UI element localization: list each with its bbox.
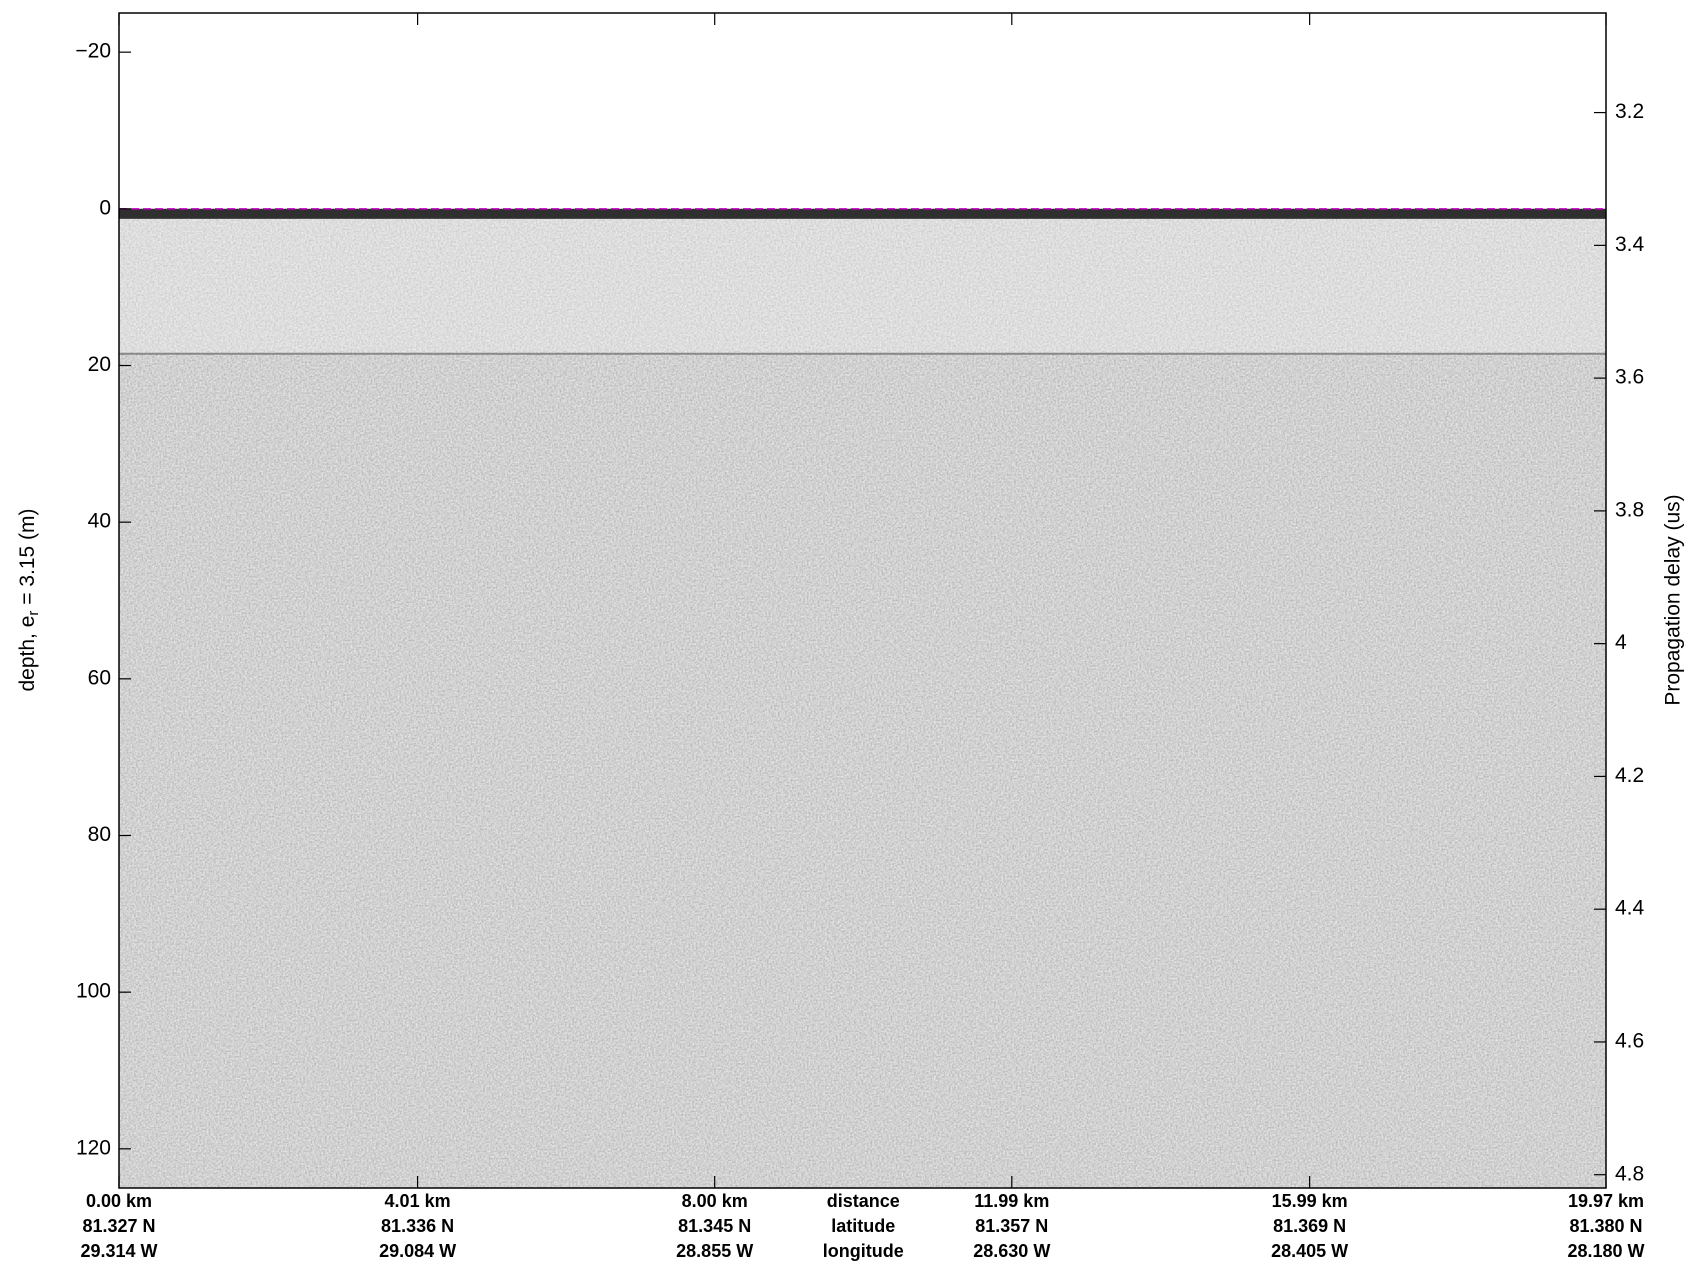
x-tick-latitude: 81.327 N [82, 1216, 155, 1236]
y-tick-label: 120 [76, 1136, 111, 1159]
y2-tick-label: 4.6 [1615, 1030, 1644, 1053]
y2-tick-label: 3.6 [1615, 366, 1644, 389]
x-row-label: distance [827, 1191, 900, 1211]
y2-tick-label: 3.4 [1615, 233, 1645, 256]
y-tick-label: −20 [75, 40, 111, 63]
x-tick-longitude: 28.855 W [676, 1241, 753, 1261]
subsurface-echo [119, 208, 1606, 1188]
y-tick-label: 0 [99, 196, 111, 219]
x-tick-longitude: 28.630 W [973, 1241, 1050, 1261]
echogram [119, 208, 1606, 1188]
firn-band [119, 208, 1606, 354]
y-label-text: depth, e [16, 616, 39, 692]
y-label-subscript: r [25, 611, 42, 616]
x-tick-latitude: 81.345 N [678, 1216, 751, 1236]
x-row-label: longitude [823, 1241, 904, 1261]
y2-tick-label: 4.2 [1615, 764, 1644, 787]
y2-tick-label: 4 [1615, 631, 1627, 654]
y-label-suffix: = 3.15 (m) [16, 508, 39, 610]
x-tick-label: 19.97 km [1568, 1191, 1644, 1211]
x-tick-longitude: 29.314 W [80, 1241, 157, 1261]
x-tick-longitude: 28.405 W [1271, 1241, 1348, 1261]
x-tick-longitude: 29.084 W [379, 1241, 456, 1261]
y2-tick-label: 4.8 [1615, 1162, 1644, 1185]
x-tick-label: 11.99 km [974, 1191, 1049, 1211]
x-tick-latitude: 81.357 N [975, 1216, 1048, 1236]
y2-tick-label: 3.2 [1615, 100, 1644, 123]
x-tick-latitude: 81.380 N [1569, 1216, 1642, 1236]
y2-tick-label: 4.4 [1615, 897, 1645, 920]
x-tick-latitude: 81.336 N [381, 1216, 454, 1236]
x-tick-label: 0.00 km [86, 1191, 152, 1211]
y-tick-label: 80 [88, 823, 111, 846]
y-tick-label: 60 [88, 666, 111, 689]
y2-axis-label: Propagation delay (us) [1662, 494, 1685, 705]
y-tick-label: 20 [88, 353, 111, 376]
x-tick-label: 8.00 km [682, 1191, 748, 1211]
x-tick-label: 4.01 km [385, 1191, 451, 1211]
y2-tick-label: 3.8 [1615, 498, 1644, 521]
x-row-label: latitude [831, 1216, 895, 1236]
x-tick-latitude: 81.369 N [1273, 1216, 1346, 1236]
y-tick-label: 100 [76, 980, 111, 1003]
y-tick-label: 40 [88, 510, 111, 533]
x-tick-longitude: 28.180 W [1567, 1241, 1644, 1261]
x-tick-label: 15.99 km [1272, 1191, 1348, 1211]
surface-echo [119, 208, 1606, 219]
y-axis-label: depth, er = 3.15 (m) [16, 508, 42, 691]
plot-frame [118, 12, 1607, 1189]
